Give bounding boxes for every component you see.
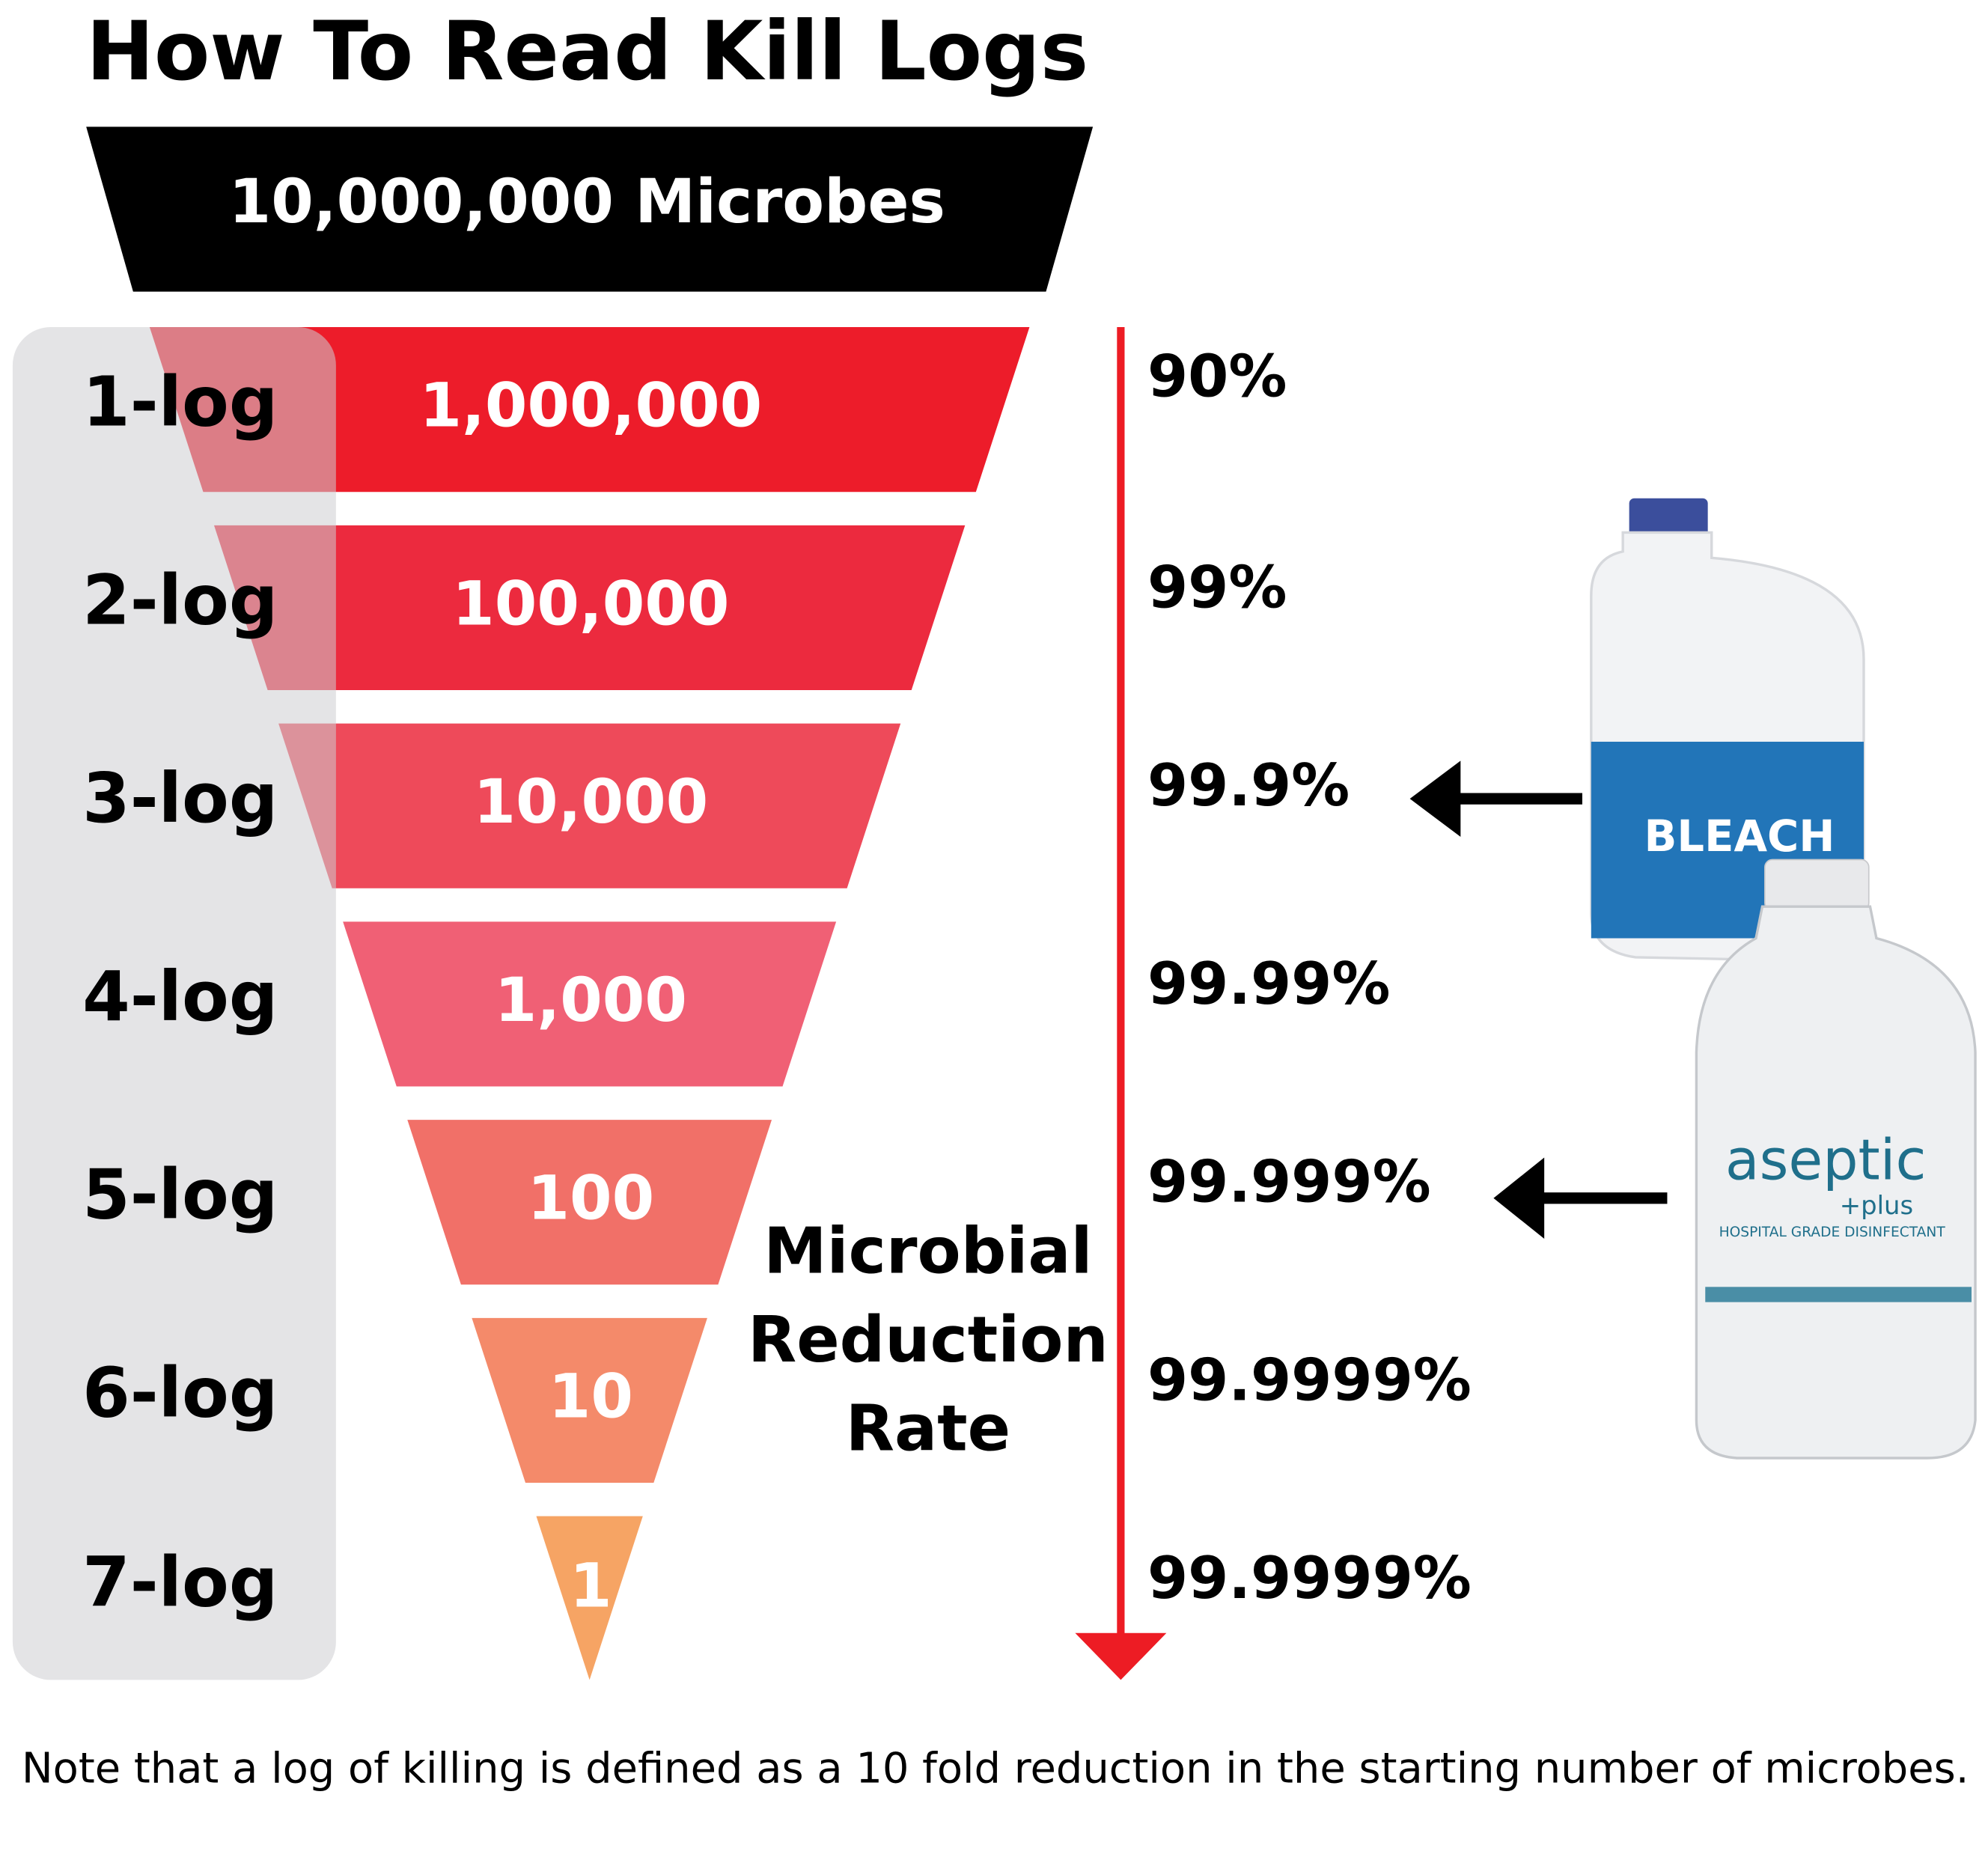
log-label: 4-log	[82, 957, 278, 1037]
axis-label: Rate	[846, 1391, 1010, 1466]
title: How To Read Kill Logs	[86, 4, 1088, 99]
percent-label: 99.99%	[1147, 951, 1390, 1018]
percent-label: 99.9999%	[1147, 1347, 1472, 1414]
cap	[1764, 859, 1870, 912]
labels: 1,000,000 1-log 90% 100,000 2-log 99% 10,000 3-…	[82, 344, 1472, 1623]
count-label: 100	[527, 1164, 654, 1234]
aseptic-bottle: aseptic +plus HOSPITAL GRADE DISINFECTAN…	[1695, 859, 1977, 1460]
funnel	[149, 327, 1030, 1680]
count-label: 1,000	[495, 966, 687, 1036]
log-label: 3-log	[82, 758, 278, 838]
top-banner	[86, 126, 1094, 292]
brand: aseptic	[1725, 1128, 1927, 1193]
funnel-band	[407, 1120, 772, 1285]
jug	[1695, 905, 1977, 1460]
log-label: 2-log	[82, 560, 278, 640]
top-label: 10,000,000 Microbes	[229, 167, 945, 237]
funnel-band	[343, 921, 837, 1087]
label-band	[1705, 1287, 1972, 1302]
funnel-band	[213, 525, 966, 691]
red-arrow-head	[1075, 1632, 1167, 1680]
funnel-band	[472, 1317, 707, 1484]
log-label: 5-log	[82, 1155, 278, 1235]
axis-label: Microbial	[763, 1213, 1092, 1287]
arrow-head	[1409, 760, 1461, 837]
axis-label: Reduction	[748, 1302, 1109, 1376]
bleach-label: BLEACH	[1644, 811, 1835, 862]
percent-label: 90%	[1147, 344, 1287, 411]
log-label: 6-log	[82, 1353, 278, 1433]
count-label: 100,000	[452, 569, 729, 639]
funnel-band	[278, 723, 901, 888]
percent-label: 99.999%	[1147, 1149, 1431, 1216]
log-label: 1-log	[82, 362, 278, 442]
log-panel	[12, 327, 336, 1680]
cap	[1629, 498, 1708, 537]
count-label: 10,000	[473, 767, 708, 838]
percent-label: 99.9%	[1147, 752, 1350, 820]
log-label: 7-log	[82, 1542, 278, 1622]
funnel-band	[536, 1516, 643, 1680]
brand-sub: +plus	[1840, 1191, 1913, 1220]
percent-label: 99%	[1147, 554, 1287, 621]
arrow-head	[1493, 1157, 1545, 1239]
percent-label: 99.9999%	[1147, 1545, 1472, 1612]
note: Note that a log of killing is defined as…	[22, 1745, 1969, 1793]
tagline: HOSPITAL GRADE DISINFECTANT	[1719, 1225, 1946, 1240]
funnel-band	[149, 327, 1030, 493]
count-label: 1	[570, 1551, 612, 1621]
count-label: 1,000,000	[419, 371, 762, 442]
count-label: 10	[549, 1362, 633, 1432]
